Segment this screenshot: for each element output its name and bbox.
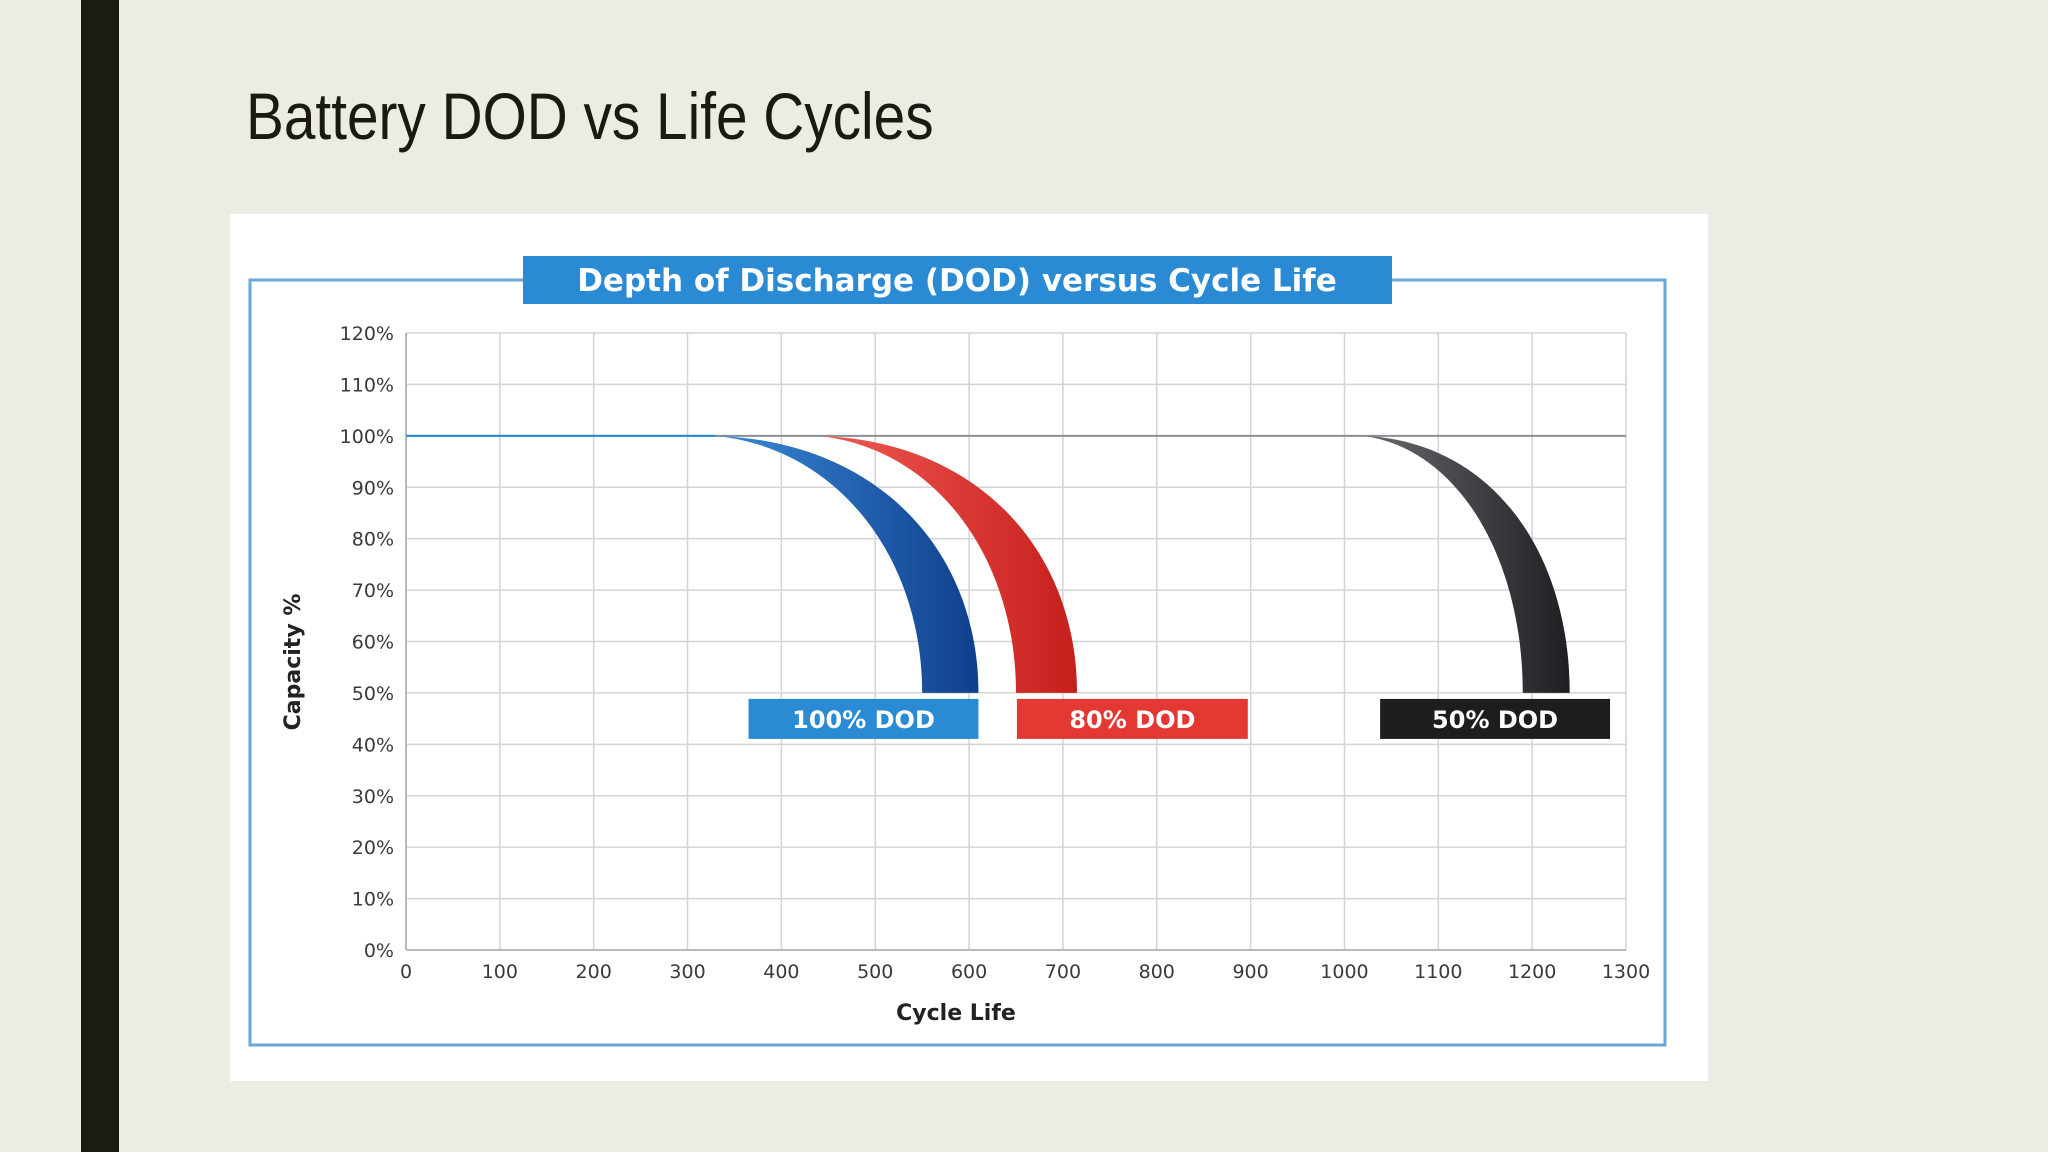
y-tick-label: 80% [352,529,394,551]
y-axis-label: Capacity % [281,594,306,731]
y-tick-label: 90% [352,477,394,499]
y-tick-label: 30% [352,786,394,808]
series-label-background-3 [1380,698,1611,739]
x-tick-label: 0 [400,961,412,983]
x-tick-label: 1100 [1414,961,1462,983]
y-tick-label: 0% [364,940,394,962]
x-axis-label: Cycle Life [896,1001,1016,1026]
chart-title-group: Depth of Discharge (DOD) versus Cycle Li… [523,256,1392,304]
y-tick-label: 100% [340,426,394,448]
series-label-background-1 [748,698,979,739]
y-tick-label: 70% [352,580,394,602]
chart-title-background [523,256,1392,304]
x-tick-label: 200 [576,961,612,983]
chart-title: Depth of Discharge (DOD) versus Cycle Li… [577,263,1337,299]
slide-accent-bar [81,0,119,1152]
series-label-background-2 [1016,698,1248,739]
series-band-2 [818,435,1077,693]
x-tick-label: 600 [951,961,987,983]
x-tick-label: 1200 [1508,961,1556,983]
series-layer: 100% DOD 80% DOD 50% DOD [406,434,1626,739]
series-label-2: 80% DOD [1069,706,1195,734]
x-tick-label: 1300 [1602,961,1650,983]
slide-title: Battery DOD vs Life Cycles [246,79,934,153]
x-tick-label: 1000 [1320,961,1368,983]
y-tick-label: 40% [352,734,394,756]
y-tick-label: 120% [340,323,394,345]
x-tick-label: 300 [669,961,705,983]
chart-panel: 100% DOD 80% DOD 50% DOD 0 100 200 300 400 500 6… [230,214,1708,1081]
x-tick-label: 100 [482,961,518,983]
y-tick-label: 50% [352,683,394,705]
x-tick-label: 400 [763,961,799,983]
y-tick-label: 60% [352,632,394,654]
tick-labels: 0 100 200 300 400 500 600 700 800 900 1000 1100 1200… [340,323,1651,983]
series-band-1 [715,435,979,693]
y-tick-label: 10% [352,889,394,911]
x-tick-label: 500 [857,961,893,983]
series-band-3 [1363,435,1570,693]
series-label-3: 50% DOD [1432,706,1558,734]
dod-cycle-life-chart: 100% DOD 80% DOD 50% DOD 0 100 200 300 400 500 6… [248,256,1667,1047]
y-tick-label: 20% [352,837,394,859]
y-tick-label: 110% [340,374,394,396]
x-tick-label: 700 [1045,961,1081,983]
series-label-1: 100% DOD [792,706,935,734]
x-tick-label: 900 [1232,961,1268,983]
x-tick-label: 800 [1139,961,1175,983]
